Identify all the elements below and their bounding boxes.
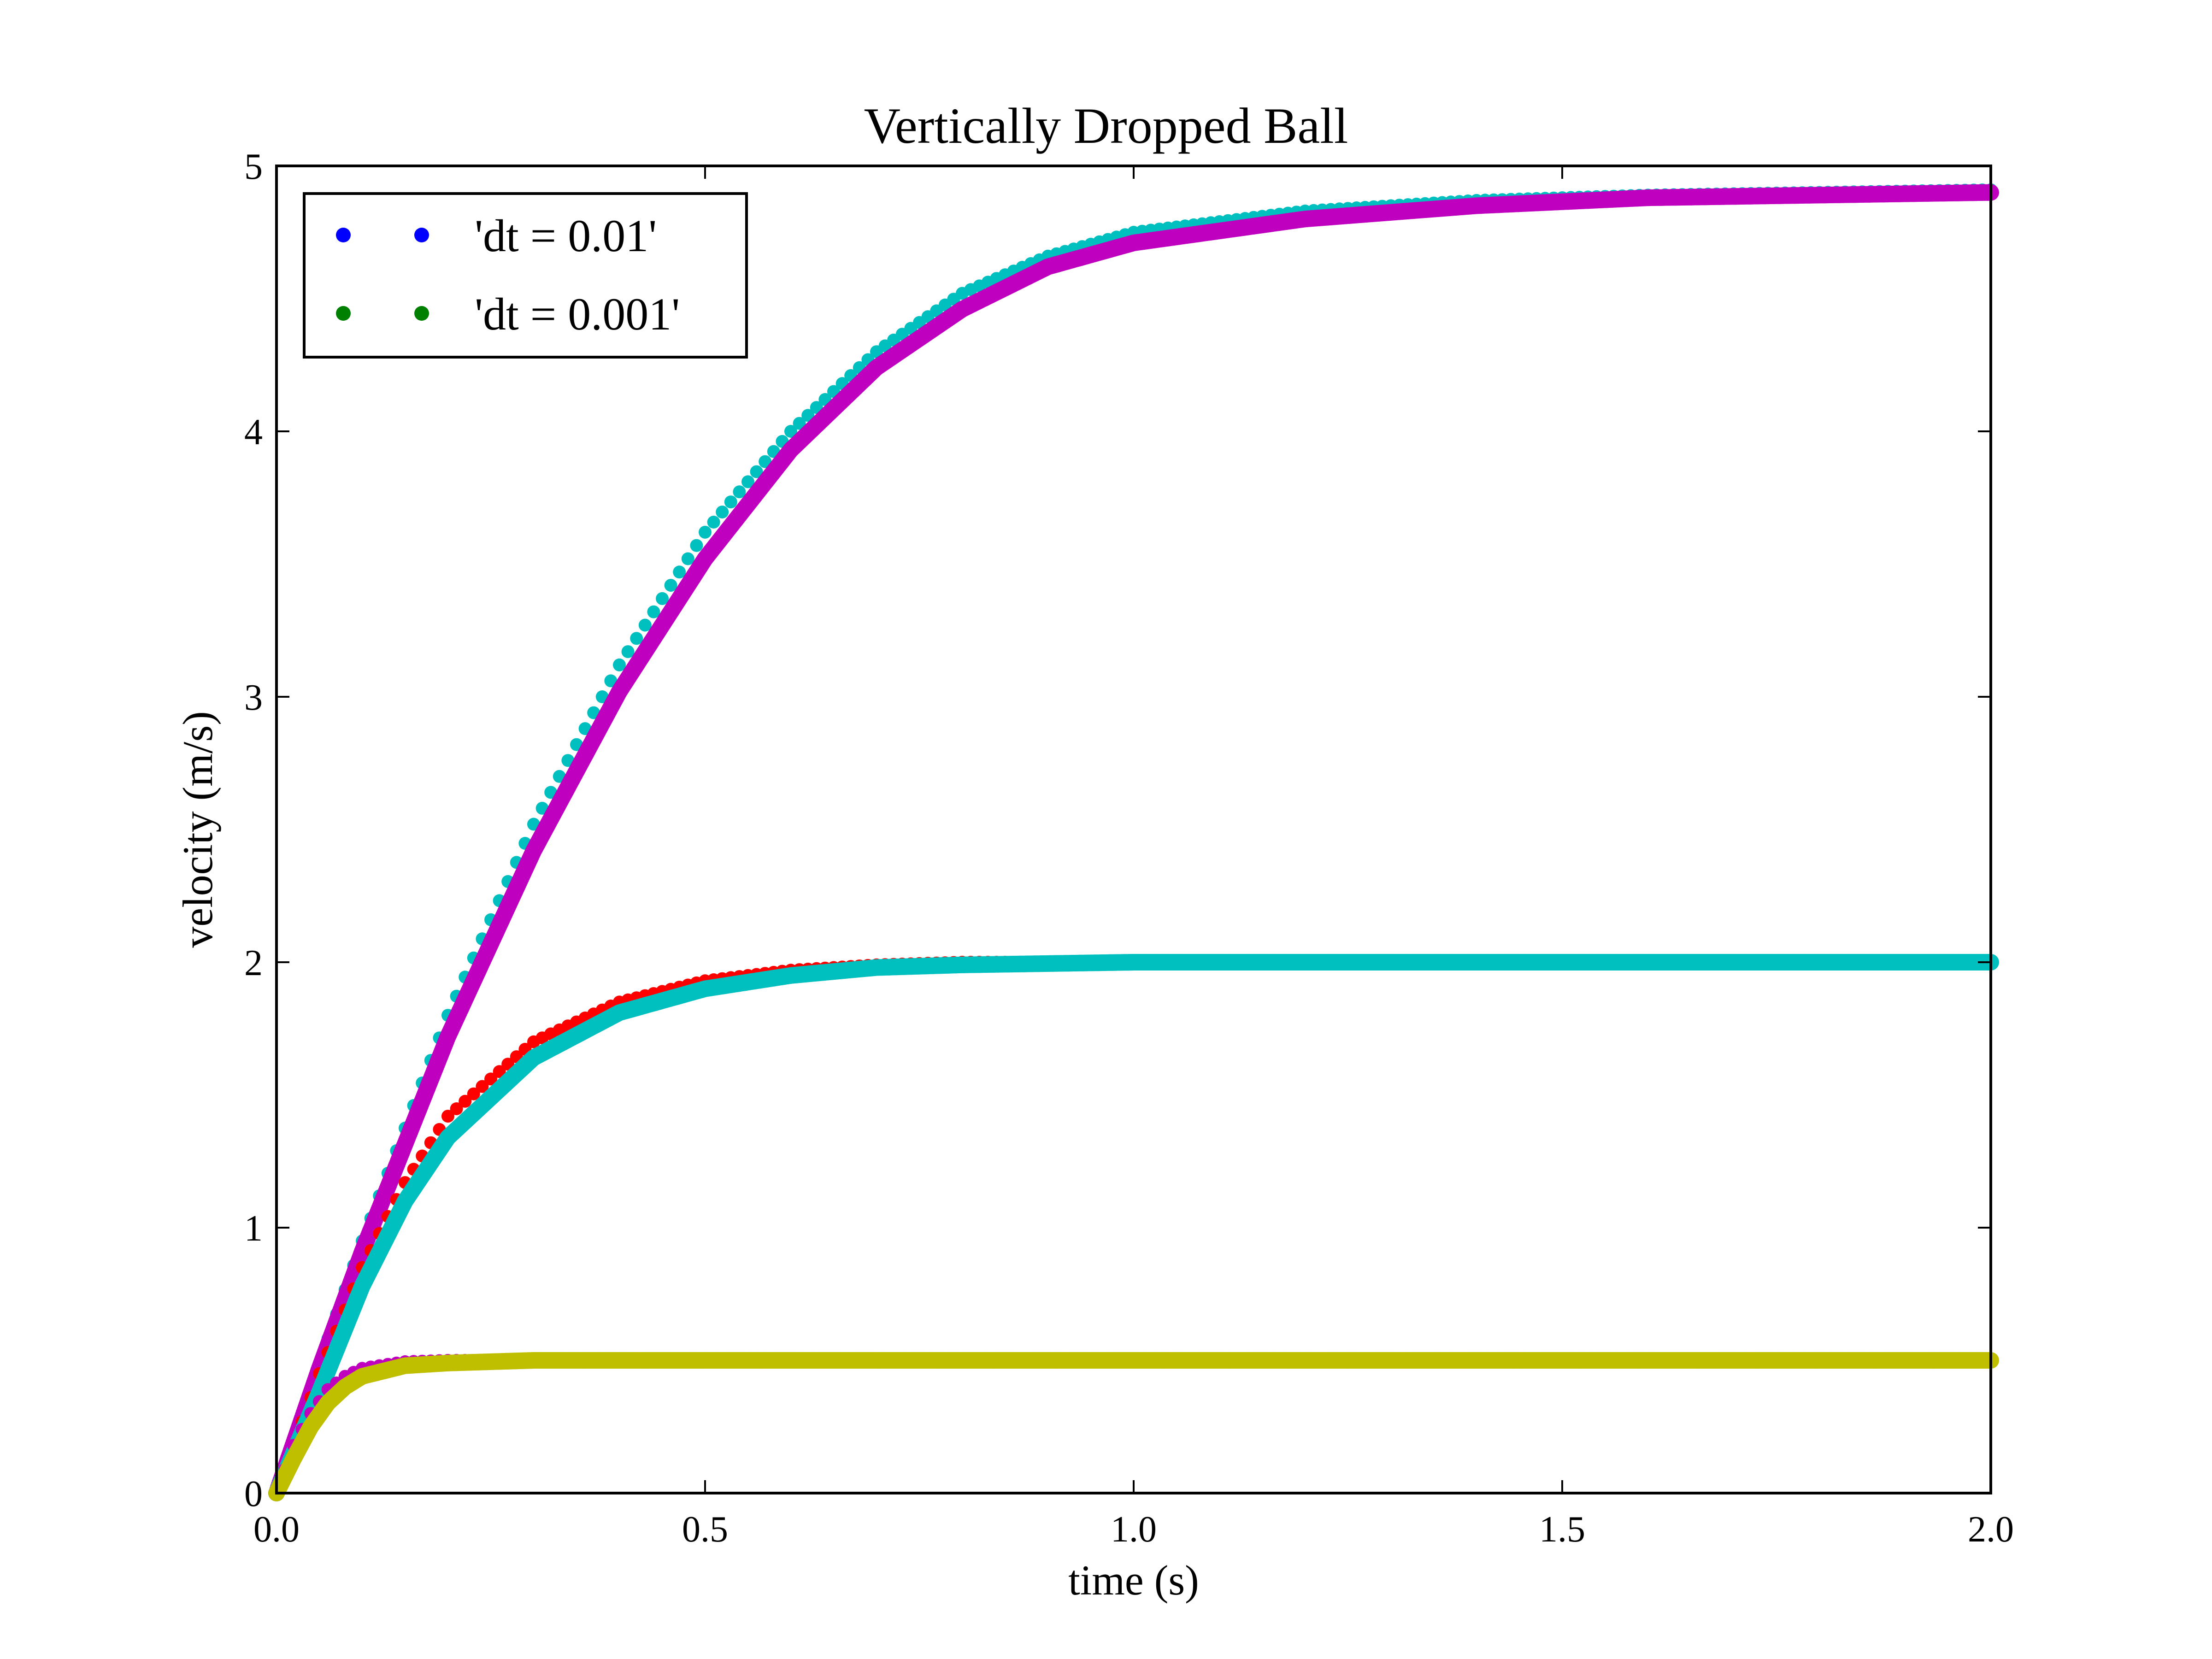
series-0-point — [656, 592, 669, 605]
series-0-point — [750, 465, 763, 478]
series-2-point — [476, 1080, 489, 1093]
series-2-point — [484, 1072, 497, 1086]
series-0-point — [613, 658, 626, 671]
series-1 — [268, 184, 1999, 1501]
series-0-point — [638, 618, 652, 632]
series-0-point — [690, 539, 703, 552]
series-0-point — [681, 552, 694, 565]
series-2-point — [467, 1087, 480, 1100]
series-0-point — [759, 455, 772, 468]
series-0-point — [793, 417, 806, 430]
series-0-point — [604, 674, 618, 688]
series-0-point — [741, 475, 754, 488]
series-0-point — [707, 516, 720, 529]
series-2-point — [450, 1102, 463, 1115]
series-0-point — [784, 425, 797, 438]
series-2-point — [441, 1110, 454, 1123]
series-0-point — [621, 645, 635, 659]
series-0-point — [733, 485, 746, 499]
series-0-point — [716, 506, 729, 519]
series-0-point — [699, 525, 712, 539]
series-0-point — [630, 632, 643, 645]
chart-title: Vertically Dropped Ball — [864, 98, 1348, 154]
series-2-point — [459, 1094, 472, 1108]
series-layer — [268, 183, 1999, 1501]
series-0-point — [664, 579, 677, 592]
series-0-point — [647, 605, 660, 618]
series-0-point — [801, 409, 815, 422]
series-2-point — [493, 1065, 506, 1078]
series-0-point — [724, 495, 737, 509]
series-3 — [268, 954, 1999, 1501]
series-0-point — [673, 565, 686, 579]
